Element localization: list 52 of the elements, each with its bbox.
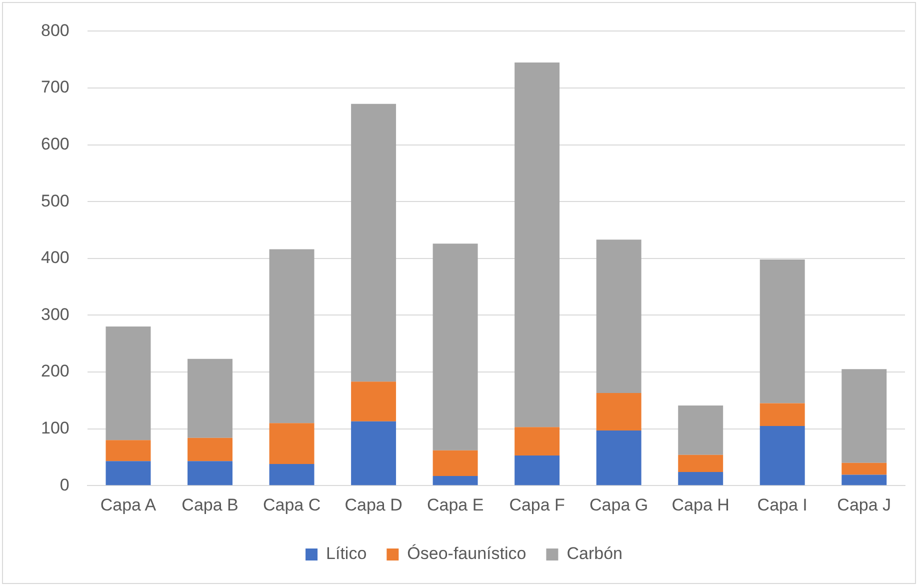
x-tick-label: Capa C: [262, 495, 321, 514]
bar: [106, 461, 151, 486]
y-tick-label: 100: [40, 418, 70, 438]
y-tick-label: 0: [60, 475, 70, 494]
y-tick-label: 500: [40, 191, 70, 210]
bar: [269, 423, 314, 464]
bar: [760, 260, 805, 404]
y-tick-label: 300: [40, 304, 70, 324]
bar: [188, 438, 232, 462]
bar: [188, 461, 232, 486]
bar: [432, 244, 478, 450]
bar: [678, 406, 724, 455]
bar: [842, 369, 887, 463]
bar: [596, 240, 642, 394]
x-tick-label: Capa E: [426, 495, 484, 514]
x-tick-label: Capa F: [509, 495, 565, 514]
legend-label: Óseo-faunístico: [407, 544, 526, 564]
x-tick-label: Capa I: [757, 495, 808, 514]
x-tick-label: Capa G: [590, 495, 648, 514]
bar: [514, 427, 560, 456]
legend-label: Lítico: [326, 544, 367, 564]
x-tick-label: Capa B: [182, 495, 238, 514]
bar: [106, 440, 151, 462]
bar: [678, 472, 724, 486]
bar: [432, 450, 478, 476]
bar: [432, 476, 478, 486]
bar: [842, 474, 887, 486]
bar: [188, 358, 232, 438]
bar: [269, 464, 314, 486]
y-tick-label: 600: [40, 134, 70, 154]
x-tick-label: Capa A: [100, 495, 157, 514]
x-tick-label: Capa H: [672, 495, 730, 514]
bar: [678, 454, 724, 472]
legend-label: Carbón: [566, 544, 622, 564]
y-tick-label: 400: [40, 248, 70, 268]
bar: [596, 393, 642, 431]
bar: [351, 104, 396, 382]
x-tick-label: Capa D: [344, 495, 402, 514]
bar: [351, 382, 396, 422]
bar: [514, 455, 560, 486]
y-tick-label: 800: [40, 20, 70, 40]
bar: [760, 403, 805, 426]
bar: [760, 426, 805, 486]
y-tick-label: 200: [40, 362, 70, 381]
bar: [842, 462, 887, 475]
bar: [514, 62, 560, 428]
bar: [269, 249, 314, 424]
y-tick-label: 700: [40, 78, 70, 97]
x-tick-label: Capa J: [837, 495, 892, 514]
bar: [596, 430, 642, 486]
bar: [351, 421, 396, 486]
bar: [106, 326, 151, 440]
